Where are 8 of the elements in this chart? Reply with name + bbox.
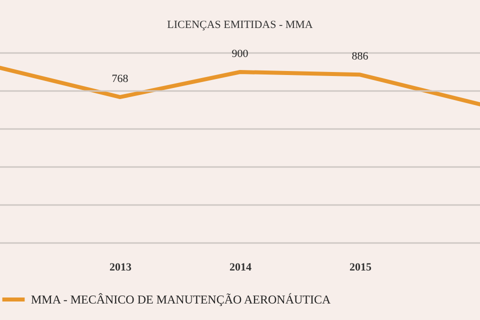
x-tick-label: 2014 bbox=[230, 262, 252, 274]
legend-label: MMA - MECÂNICO DE MANUTENÇÃO AERONÁUTICA bbox=[31, 292, 331, 306]
x-tick-label: 2015 bbox=[350, 262, 372, 274]
x-tick-label: 2013 bbox=[110, 262, 132, 274]
chart-title: LICENÇAS EMITIDAS - MMA bbox=[167, 19, 313, 31]
data-label: 768 bbox=[112, 73, 129, 86]
data-label: 900 bbox=[232, 48, 249, 60]
data-label: 886 bbox=[352, 50, 369, 63]
